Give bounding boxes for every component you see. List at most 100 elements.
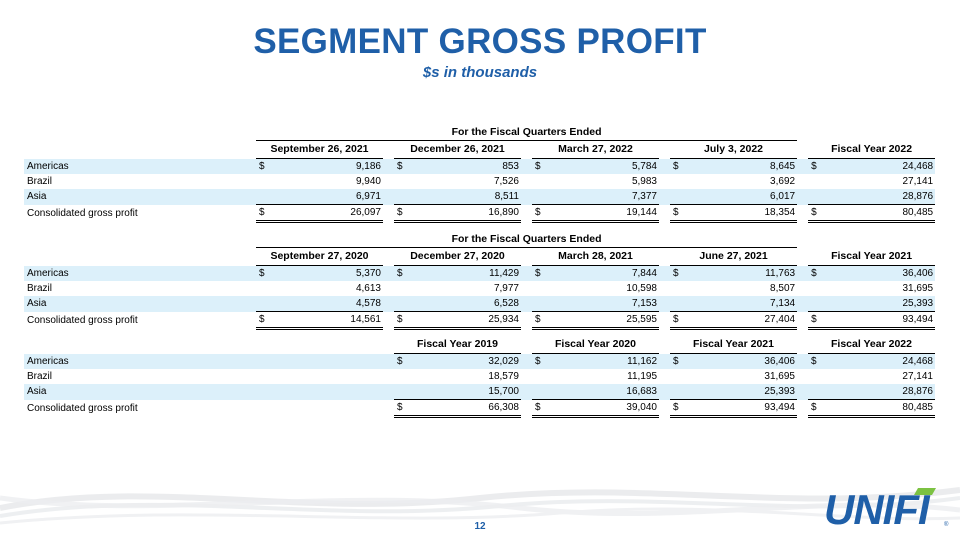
currency-symbol: $ [808, 265, 817, 281]
cell-value: 27,141 [902, 371, 933, 382]
currency-symbol: $ [394, 265, 403, 281]
cell-value: 15,700 [402, 384, 521, 400]
row-label: Consolidated gross profit [27, 207, 138, 219]
currency-symbol: $ [532, 311, 541, 330]
cell-value: 6,017 [678, 189, 798, 205]
currency-symbol: $ [808, 158, 817, 174]
cell-value: 853 [402, 158, 521, 174]
cell-value: 18,579 [488, 371, 519, 382]
currency-symbol: $ [670, 311, 679, 330]
unifi-logo: UNIFI ® [824, 486, 949, 530]
cell-value: 5,370 [264, 265, 383, 281]
cell-value: 6,528 [402, 296, 521, 312]
column-header: Fiscal Year 2020 [532, 336, 659, 354]
cell-value: 66,308 [402, 399, 521, 418]
column-header: Fiscal Year 2021 [808, 247, 936, 266]
cell-value: 26,097 [264, 204, 383, 223]
column-header: Fiscal Year 2021 [670, 336, 797, 354]
currency-symbol: $ [394, 204, 403, 223]
currency-symbol: $ [256, 265, 265, 281]
svg-text:®: ® [944, 521, 949, 528]
cell-value: 7,526 [493, 176, 519, 187]
slide-subtitle: $s in thousands [422, 64, 538, 81]
cell-value: 93,494 [816, 311, 936, 330]
cell-value: 11,763 [678, 265, 798, 281]
row-label: Asia [24, 296, 256, 312]
cell-value: 9,186 [264, 158, 383, 174]
cell-value: 5,983 [631, 176, 657, 187]
fiscal-2022-quarterly-table: For the Fiscal Quarters Ended September … [24, 125, 936, 223]
currency-symbol: $ [670, 204, 679, 223]
column-header: March 28, 2021 [532, 247, 659, 266]
slide-title: SEGMENT GROSS PROFIT [253, 22, 707, 61]
currency-symbol: $ [532, 158, 541, 174]
cell-value: 80,485 [816, 399, 935, 418]
cell-value: 80,485 [816, 204, 936, 223]
table-row: Americas $9,186 $853 $5,784 $8,645 $24,4… [24, 158, 936, 174]
currency-symbol: $ [670, 265, 679, 281]
row-label: Americas [24, 353, 256, 369]
currency-symbol: $ [256, 158, 265, 174]
table-group-title: For the Fiscal Quarters Ended [256, 125, 798, 141]
table-row: Asia 15,700 16,683 25,393 28,876 [24, 384, 935, 400]
table-row: Consolidated gross profit $66,308 $39,04… [24, 399, 935, 418]
currency-symbol: $ [532, 399, 541, 418]
currency-symbol: $ [808, 204, 817, 223]
row-label: Brazil [27, 283, 53, 294]
currency-symbol: $ [670, 158, 679, 174]
cell-value: 32,029 [402, 353, 521, 369]
cell-value: 25,934 [402, 311, 521, 330]
row-label: Consolidated gross profit [27, 314, 138, 326]
column-header: Fiscal Year 2019 [394, 336, 521, 354]
cell-value: 27,404 [678, 311, 798, 330]
table-row: Americas $5,370 $11,429 $7,844 $11,763 $… [24, 265, 936, 281]
cell-value: 36,406 [678, 353, 797, 369]
cell-value: 8,511 [402, 189, 521, 205]
cell-value: 27,141 [902, 176, 934, 187]
row-label: Asia [24, 384, 256, 400]
cell-value: 3,692 [770, 176, 796, 187]
currency-symbol: $ [670, 399, 679, 418]
cell-value: 14,561 [264, 311, 383, 330]
cell-value: 7,134 [678, 296, 798, 312]
cell-value: 11,429 [402, 265, 521, 281]
fiscal-2021-quarterly-table: For the Fiscal Quarters Ended September … [24, 232, 936, 330]
currency-symbol: $ [808, 353, 817, 369]
column-header: September 27, 2020 [256, 247, 383, 266]
table-row: Brazil 9,940 7,526 5,983 3,692 27,141 [24, 174, 935, 189]
cell-value: 39,040 [540, 399, 659, 418]
cell-value: 4,613 [355, 283, 381, 294]
table-row: Consolidated gross profit $26,097 $16,89… [24, 204, 936, 223]
fiscal-year-comparison-table: Fiscal Year 2019 Fiscal Year 2020 Fiscal… [24, 336, 935, 418]
cell-value: 19,144 [540, 204, 659, 223]
cell-value: 7,153 [540, 296, 659, 312]
row-label: Brazil [27, 176, 53, 187]
logo-text: UNIFI [824, 486, 931, 530]
column-header: March 27, 2022 [532, 140, 659, 159]
cell-value: 4,578 [264, 296, 383, 312]
cell-value: 24,468 [816, 353, 935, 369]
currency-symbol: $ [532, 353, 541, 369]
currency-symbol: $ [394, 353, 403, 369]
cell-value: 25,393 [816, 296, 936, 312]
currency-symbol: $ [394, 158, 403, 174]
cell-value: 8,507 [770, 283, 796, 294]
cell-value: 7,377 [540, 189, 659, 205]
currency-symbol: $ [256, 204, 265, 223]
row-label: Americas [24, 265, 256, 281]
row-label: Brazil [27, 371, 53, 382]
cell-value: 18,354 [678, 204, 798, 223]
currency-symbol: $ [394, 311, 403, 330]
column-header: Fiscal Year 2022 [808, 336, 935, 354]
row-label: Consolidated gross profit [27, 402, 138, 414]
table-row: Americas $32,029 $11,162 $36,406 $24,468 [24, 353, 935, 369]
cell-value: 28,876 [816, 384, 935, 400]
currency-symbol: $ [394, 399, 403, 418]
row-label: Asia [24, 189, 256, 205]
cell-value: 93,494 [678, 399, 797, 418]
cell-value: 16,890 [402, 204, 521, 223]
column-header: July 3, 2022 [670, 140, 798, 159]
currency-symbol: $ [532, 265, 541, 281]
cell-value: 7,977 [493, 283, 519, 294]
cell-value: 25,393 [678, 384, 797, 400]
